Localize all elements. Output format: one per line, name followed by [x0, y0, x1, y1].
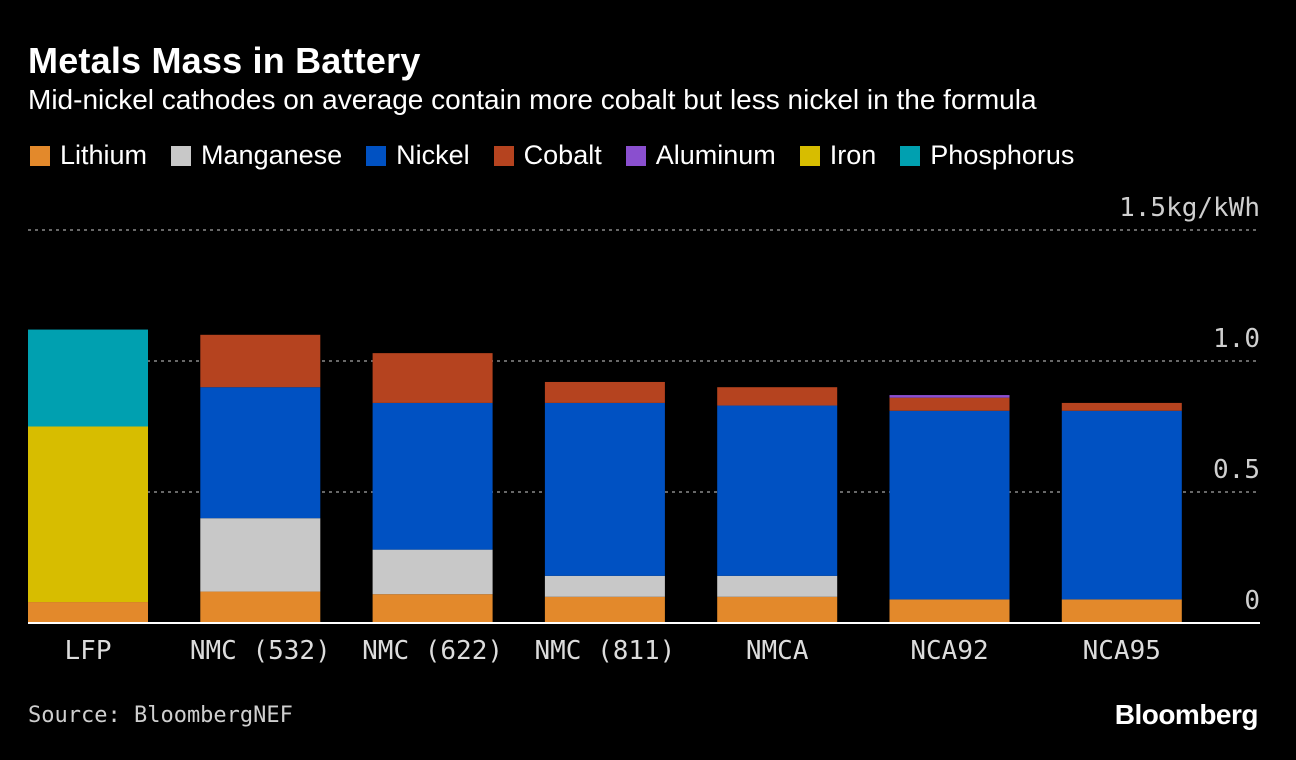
bar-segment-lithium — [200, 591, 321, 623]
bar-segment-manganese — [717, 575, 838, 597]
x-tick-label: NCA92 — [910, 636, 988, 666]
legend-label: Nickel — [396, 140, 470, 170]
chart-title: Metals Mass in Battery — [28, 40, 421, 81]
legend-label: Phosphorus — [930, 140, 1075, 170]
legend-item: Nickel — [366, 140, 470, 171]
bar-segment-cobalt — [1061, 402, 1182, 411]
bar-segment-cobalt — [544, 381, 665, 403]
bar-segment-nickel — [889, 410, 1010, 600]
legend-label: Aluminum — [655, 140, 776, 170]
x-tick-label: NMC (622) — [362, 636, 503, 666]
legend-swatch — [625, 145, 646, 166]
bar-segment-cobalt — [889, 397, 1010, 411]
bar-segment-aluminum — [889, 395, 1010, 398]
bar-segment-manganese — [200, 518, 321, 592]
bar-segment-lithium — [1061, 599, 1182, 623]
chart-legend: Lithium Manganese Nickel Cobalt Aluminum Iron… — [30, 140, 1074, 171]
bar-segment-lithium — [717, 596, 838, 623]
bar-segment-phosphorus — [28, 329, 148, 427]
legend-item: Iron — [799, 140, 877, 171]
legend-item: Aluminum — [625, 140, 776, 171]
legend-item: Phosphorus — [900, 140, 1074, 171]
bar-segment-cobalt — [372, 353, 493, 403]
bar-segment-nickel — [200, 387, 321, 519]
legend-label: Manganese — [201, 140, 343, 170]
legend-label: Iron — [829, 140, 877, 170]
y-tick-label: 0 — [1244, 586, 1260, 616]
y-tick-label: 1.0 — [1213, 324, 1260, 354]
y-tick-label: 1.5kg/kWh — [1119, 193, 1260, 223]
y-tick-label: 0.5 — [1213, 455, 1260, 485]
x-tick-label: NCA95 — [1083, 636, 1161, 666]
chart-subtitle: Mid-nickel cathodes on average contain m… — [28, 84, 1037, 115]
x-tick-label: NMCA — [746, 636, 809, 666]
legend-label: Cobalt — [523, 140, 602, 170]
bar-segment-nickel — [717, 405, 838, 576]
bar-segment-cobalt — [717, 387, 838, 406]
x-tick-label: NMC (532) — [190, 636, 331, 666]
brand-logo: Bloomberg — [1114, 699, 1259, 730]
legend-swatch — [799, 145, 820, 166]
source-note: Source: BloombergNEF — [28, 703, 293, 728]
legend-label: Lithium — [60, 140, 148, 170]
legend-swatch — [30, 145, 50, 166]
legend-swatch — [900, 145, 921, 166]
legend-swatch — [366, 145, 387, 166]
bar-segment-nickel — [1061, 410, 1182, 600]
bar-segment-manganese — [372, 549, 493, 595]
x-tick-label: LFP — [65, 636, 112, 666]
bar-segment-lithium — [372, 594, 493, 623]
bar-segment-nickel — [372, 402, 493, 550]
bar-segment-lithium — [28, 602, 148, 623]
bar-segment-lithium — [544, 596, 665, 623]
bar-segment-cobalt — [200, 334, 321, 388]
legend-item: Manganese — [171, 140, 342, 171]
x-tick-label: NMC (811) — [534, 636, 675, 666]
bar-segment-lithium — [889, 599, 1010, 623]
bar-segment-iron — [28, 426, 148, 603]
legend-item: Cobalt — [493, 140, 602, 171]
bar-segment-manganese — [544, 575, 665, 597]
bar-segment-nickel — [544, 402, 665, 576]
legend-swatch — [171, 145, 192, 166]
legend-item: Lithium — [30, 140, 147, 171]
legend-swatch — [493, 145, 514, 166]
